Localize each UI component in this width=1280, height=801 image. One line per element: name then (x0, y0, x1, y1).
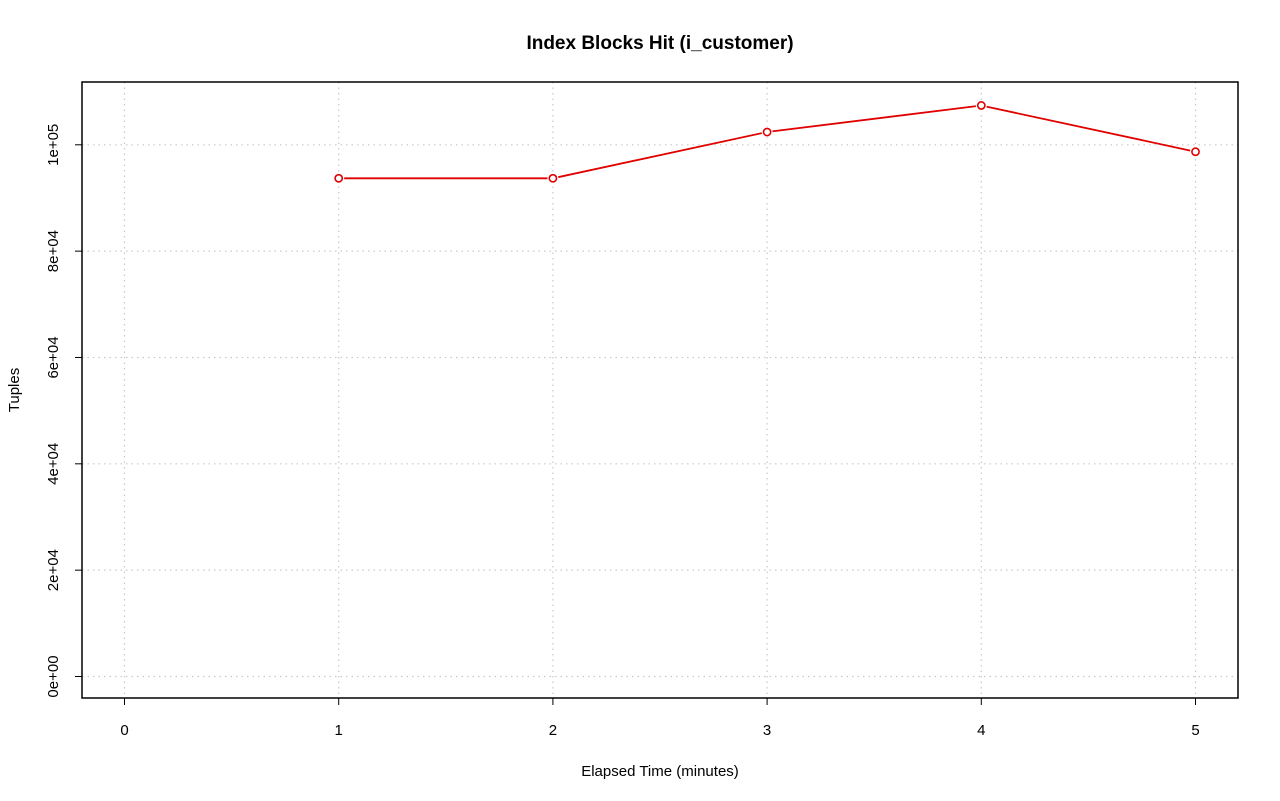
x-tick-label: 0 (120, 722, 128, 739)
data-point (762, 127, 772, 137)
y-tick-label: 0e+00 (45, 655, 62, 697)
y-tick-label: 2e+04 (45, 549, 62, 591)
series-layer (333, 99, 1201, 184)
x-tick-label: 4 (977, 722, 985, 739)
y-tick-label: 1e+05 (45, 124, 62, 166)
y-tick-label: 6e+04 (45, 336, 62, 378)
grid (82, 82, 1238, 698)
x-tick-label: 2 (549, 722, 557, 739)
x-tick-label: 1 (335, 722, 343, 739)
x-tick-label: 3 (763, 722, 771, 739)
x-tick-label: 5 (1191, 722, 1199, 739)
data-point (976, 101, 986, 110)
y-axis-label: Tuples (6, 368, 23, 412)
x-axis: 0 1 2 3 4 5 (120, 698, 1200, 739)
data-point (334, 173, 344, 183)
data-point (548, 173, 558, 183)
chart-title: Index Blocks Hit (i_customer) (526, 33, 793, 54)
y-tick-label: 4e+04 (45, 443, 62, 485)
y-tick-label: 8e+04 (45, 230, 62, 272)
data-point (1191, 147, 1200, 157)
y-axis: 0e+00 2e+04 4e+04 6e+04 8e+04 1e+05 (45, 124, 82, 698)
plot-frame (81, 81, 1239, 699)
x-axis-label: Elapsed Time (minutes) (581, 763, 739, 780)
